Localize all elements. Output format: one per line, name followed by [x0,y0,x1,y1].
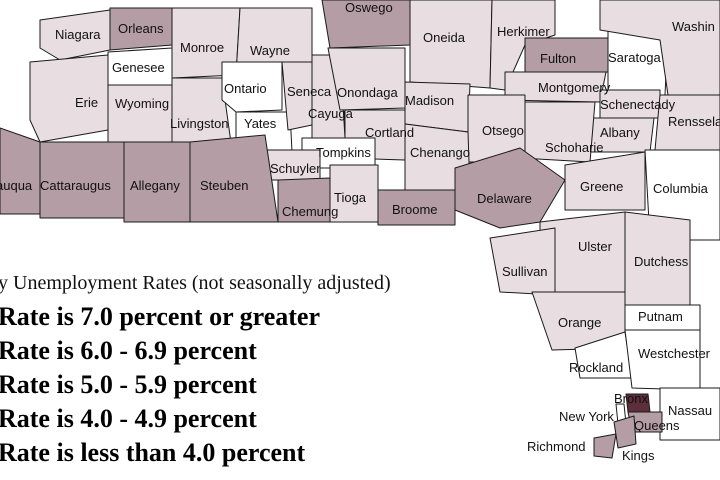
county-niagara [39,9,111,61]
county-label-monroe: Monroe [180,40,224,55]
county-label-oneida: Oneida [423,30,466,45]
county-label-madison: Madison [405,93,454,108]
county-label-albany: Albany [600,125,640,140]
county-label-delaware: Delaware [477,191,532,206]
county-kings [613,415,637,449]
county-label-cayuga: Cayuga [308,106,354,121]
county-label-cortland: Cortland [365,125,414,140]
county-label-allegany: Allegany [130,178,180,193]
county-label-saratoga: Saratoga [608,50,662,65]
county-label-cattaraugus: Cattaraugus [40,178,111,193]
county-label-orleans: Orleans [118,21,164,36]
legend-row-4-to-4-9: Rate is 4.0 - 4.9 percent [0,404,257,433]
county-label-fulton: Fulton [540,51,576,66]
county-label-schenectady: Schenectady [600,97,676,112]
county-label-kings: Kings [622,448,655,463]
county-label-queens: Queens [634,418,680,433]
county-greene [564,151,646,211]
county-label-bronx: Bronx [614,391,648,406]
county-label-westchester: Westchester [638,346,711,361]
county-label-tioga: Tioga [334,190,367,205]
county-label-broome: Broome [392,202,438,217]
county-label-ulster: Ulster [578,239,613,254]
county-label-dutchess: Dutchess [634,254,689,269]
county-auqua [0,127,41,215]
county-label-chenango: Chenango [410,145,470,160]
county-sullivan [489,227,556,296]
county-label-orange: Orange [558,315,601,330]
county-label-sullivan: Sullivan [502,264,548,279]
county-broome [377,189,456,226]
county-label-yates: Yates [244,116,277,131]
county-label-niagara: Niagara [55,27,101,42]
county-label-otsego: Otsego [482,123,524,138]
legend-row-6-to-6-9: Rate is 6.0 - 6.9 percent [0,336,257,365]
county-label-richmond: Richmond [527,439,586,454]
county-label-schoharie: Schoharie [545,140,604,155]
county-onondaga [327,47,406,111]
county-label-new-york: New York [559,409,614,424]
county-label-washin: Washin [672,19,715,34]
legend-row-5-to-5-9: Rate is 5.0 - 5.9 percent [0,370,257,399]
county-label-montgomery: Montgomery [538,80,611,95]
county-label-greene: Greene [580,179,623,194]
county-label-seneca: Seneca [287,84,332,99]
county-label-wyoming: Wyoming [115,96,169,111]
county-richmond [593,433,617,459]
county-label-genesee: Genesee [112,60,165,75]
county-label-nassau: Nassau [668,403,712,418]
county-label-oswego: Oswego [345,0,393,15]
legend-row-under-4: Rate is less than 4.0 percent [0,438,306,467]
county-label-tompkins: Tompkins [316,145,371,160]
county-wyoming [107,84,173,143]
county-label-columbia: Columbia [653,181,709,196]
county-label-rensselae: Rensselae [668,114,720,129]
county-label-erie: Erie [75,95,98,110]
county-label-rockland: Rockland [569,360,623,375]
legend-row-7-plus: Rate is 7.0 percent or greater [0,302,321,331]
county-label-wayne: Wayne [250,43,290,58]
county-label-steuben: Steuben [200,178,248,193]
county-rensselae [654,94,720,151]
county-label-putnam: Putnam [638,309,683,324]
county-erie [29,54,109,143]
legend-title: y Unemployment Rates (not seasonally adj… [0,272,391,294]
county-label-chemung: Chemung [282,204,338,219]
county-label-ontario: Ontario [224,81,267,96]
county-label-onondaga: Onondaga [337,85,398,100]
county-label-livingston: Livingston [170,116,229,131]
county-label-schuyler: Schuyler [270,161,321,176]
county-ontario [221,61,283,113]
county-label-herkimer: Herkimer [497,24,550,39]
